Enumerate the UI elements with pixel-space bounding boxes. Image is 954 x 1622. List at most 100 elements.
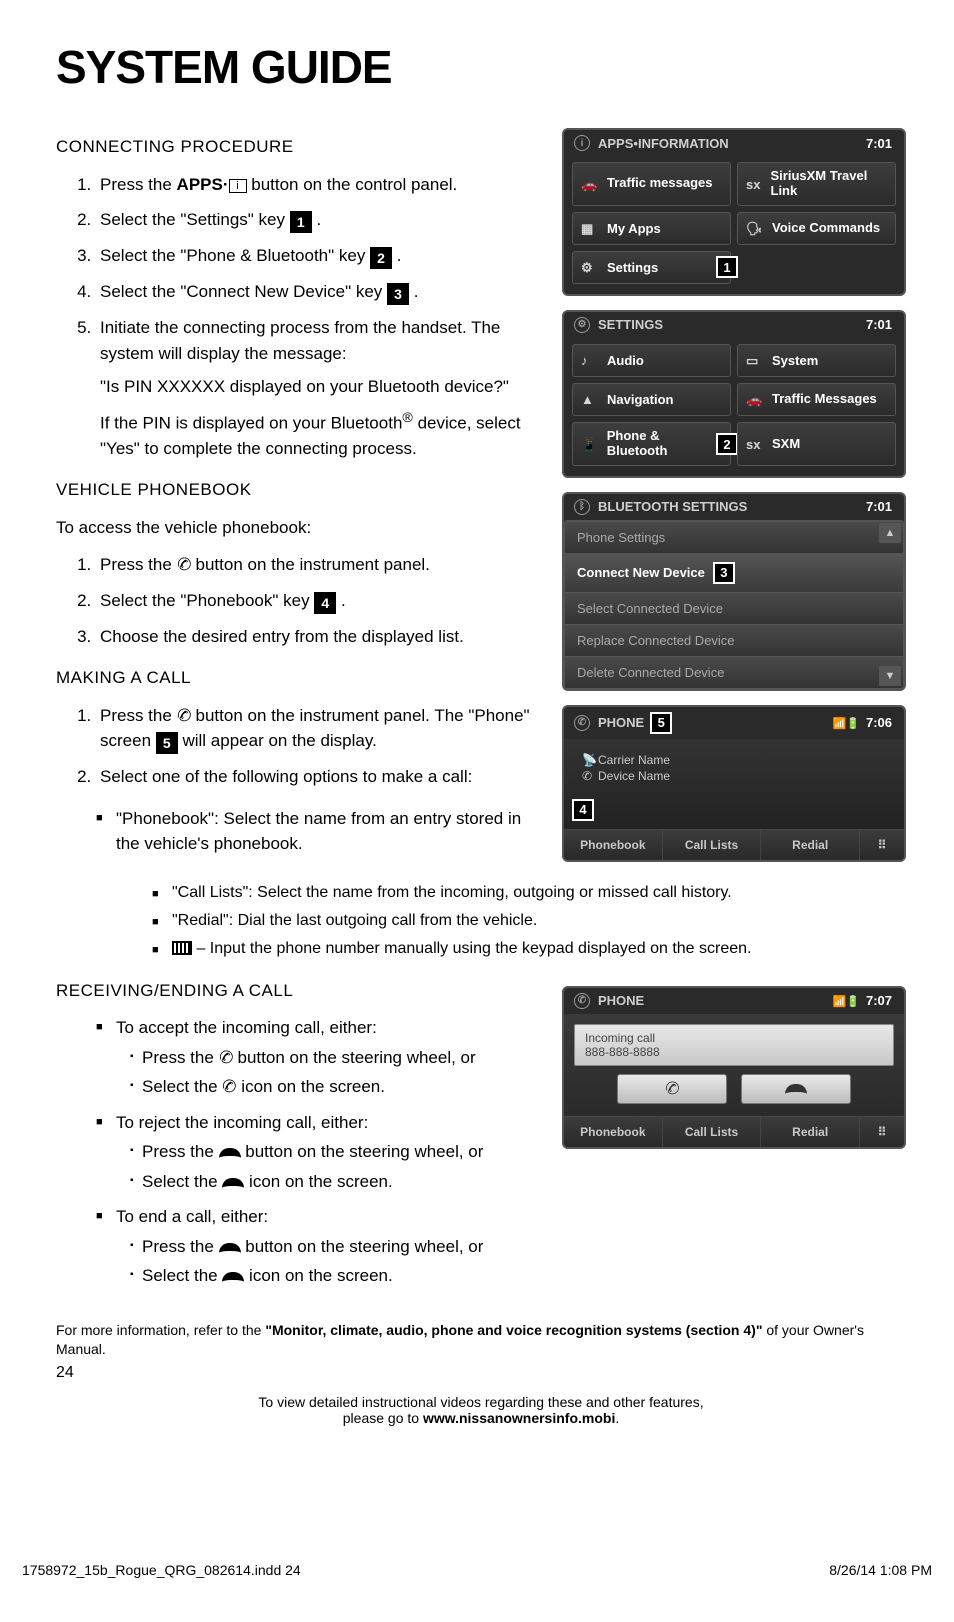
phonebook-button[interactable]: Phonebook bbox=[564, 1117, 663, 1147]
hangup-icon bbox=[785, 1084, 807, 1094]
tile-traffic[interactable]: 🚗Traffic messages bbox=[572, 162, 731, 206]
apps-label: APPS· bbox=[177, 175, 229, 194]
tile-sxm[interactable]: sxSXM bbox=[737, 422, 896, 466]
incoming-label: Incoming call bbox=[585, 1031, 883, 1045]
voice-icon: 🗣 bbox=[746, 221, 764, 235]
step-2: Select the "Settings" key 1 . bbox=[96, 207, 540, 233]
tile-siriusxm[interactable]: sxSiriusXM Travel Link bbox=[737, 162, 896, 206]
receiving-heading: RECEIVING/ENDING A CALL bbox=[56, 978, 540, 1004]
document-title: SYSTEM GUIDE bbox=[56, 40, 906, 94]
incoming-header: ✆ PHONE 📶🔋7:07 bbox=[564, 988, 904, 1014]
answer-buttons: ✆ bbox=[570, 1074, 898, 1104]
phonebook-steps: Press the ✆ button on the instrument pan… bbox=[56, 552, 540, 649]
settings-title: SETTINGS bbox=[598, 317, 663, 332]
apps-title: APPS•INFORMATION bbox=[598, 136, 729, 151]
tile-audio[interactable]: ♪Audio bbox=[572, 344, 731, 377]
calllists-button[interactable]: Call Lists bbox=[663, 1117, 762, 1147]
pb-step-2: Select the "Phonebook" key 4 . bbox=[96, 588, 540, 614]
overlay-2: 2 bbox=[716, 433, 738, 455]
tile-nav[interactable]: ▲Navigation bbox=[572, 383, 731, 416]
apps-icon: ▦ bbox=[581, 221, 599, 235]
step-1: Press the APPS·i button on the control p… bbox=[96, 172, 540, 198]
settings-header: ⚙ SETTINGS 7:01 bbox=[564, 312, 904, 338]
redial-button[interactable]: Redial bbox=[761, 1117, 860, 1147]
receiving-bullets: To accept the incoming call, either: Pre… bbox=[56, 1015, 540, 1289]
gear-icon: ⚙ bbox=[574, 317, 590, 333]
decline-button[interactable] bbox=[741, 1074, 851, 1104]
incoming-number: 888-888-8888 bbox=[585, 1045, 883, 1059]
step-5: Initiate the connecting process from the… bbox=[96, 315, 540, 461]
phonebook-heading: VEHICLE PHONEBOOK bbox=[56, 477, 540, 503]
connecting-steps: Press the APPS·i button on the control p… bbox=[56, 172, 540, 462]
keypad-button[interactable]: ⠿ bbox=[860, 1117, 904, 1147]
overlay-3: 3 bbox=[713, 562, 735, 584]
pb-step-3: Choose the desired entry from the displa… bbox=[96, 624, 540, 650]
apps-grid: 🚗Traffic messages sxSiriusXM Travel Link… bbox=[572, 162, 896, 245]
handset-icon: ✆ bbox=[582, 769, 594, 783]
mk-step-2: Select one of the following options to m… bbox=[96, 764, 540, 790]
bt-row-3[interactable]: Replace Connected Device bbox=[565, 624, 903, 656]
overlay-5: 5 bbox=[650, 712, 672, 734]
phonebook-button[interactable]: Phonebook bbox=[564, 830, 663, 860]
bt-row-4[interactable]: Delete Connected Device bbox=[565, 656, 903, 688]
tile-voice[interactable]: 🗣Voice Commands bbox=[737, 212, 896, 245]
footnote: For more information, refer to the "Moni… bbox=[56, 1321, 906, 1360]
pb-step-1: Press the ✆ button on the instrument pan… bbox=[96, 552, 540, 578]
keypad-icon bbox=[172, 941, 192, 955]
antenna-icon: 📡 bbox=[582, 753, 594, 767]
redial-button[interactable]: Redial bbox=[761, 830, 860, 860]
incoming-screenshot: ✆ PHONE 📶🔋7:07 Incoming call 888-888-888… bbox=[562, 986, 906, 1149]
step-5-sub1: "Is PIN XXXXXX displayed on your Bluetoo… bbox=[100, 374, 540, 400]
carrier-row: 📡Carrier Name bbox=[582, 753, 896, 767]
indd-slug: 1758972_15b_Rogue_QRG_082614.indd 24 8/2… bbox=[22, 1562, 932, 1578]
tile-traffic-msg[interactable]: 🚗Traffic Messages bbox=[737, 383, 896, 416]
scroll-up[interactable]: ▲ bbox=[879, 523, 901, 543]
bt-icon: ᛒ bbox=[574, 499, 590, 515]
connecting-heading: CONNECTING PROCEDURE bbox=[56, 134, 540, 160]
bluetooth-screenshot: ᛒ BLUETOOTH SETTINGS 7:01 ▲ Phone Settin… bbox=[562, 492, 906, 691]
phone-title: PHONE bbox=[598, 715, 644, 730]
incoming-title: PHONE bbox=[598, 993, 644, 1008]
right-column: i APPS•INFORMATION 7:01 🚗Traffic message… bbox=[562, 128, 906, 876]
phone-icon: 📱 bbox=[581, 437, 599, 451]
apps-header: i APPS•INFORMATION 7:01 bbox=[564, 130, 904, 156]
keypad-button[interactable]: ⠿ bbox=[860, 830, 904, 860]
gear-icon: ⚙ bbox=[581, 260, 599, 274]
overlay-4: 4 bbox=[572, 799, 594, 821]
hangup-icon bbox=[219, 1243, 241, 1253]
bt-row-1[interactable]: Connect New Device 3 bbox=[565, 553, 903, 592]
callout-5: 5 bbox=[156, 732, 178, 754]
settings-time: 7:01 bbox=[866, 317, 892, 332]
car-icon: 🚗 bbox=[581, 177, 599, 191]
overlay-1: 1 bbox=[716, 256, 738, 278]
tile-settings[interactable]: ⚙Settings 1 bbox=[572, 251, 731, 284]
sxm-icon: sx bbox=[746, 437, 764, 451]
tile-system[interactable]: ▭System bbox=[737, 344, 896, 377]
tile-myapps[interactable]: ▦My Apps bbox=[572, 212, 731, 245]
pickup-icon: ✆ bbox=[663, 1077, 682, 1100]
bt-title: BLUETOOTH SETTINGS bbox=[598, 499, 747, 514]
phone-body: 📡Carrier Name ✆Device Name 4 bbox=[564, 739, 904, 829]
bt-row-0[interactable]: Phone Settings bbox=[565, 521, 903, 553]
answer-button[interactable]: ✆ bbox=[617, 1074, 727, 1104]
apps-time: 7:01 bbox=[866, 136, 892, 151]
note-icon: ♪ bbox=[581, 353, 599, 367]
settings-screenshot: ⚙ SETTINGS 7:01 ♪Audio ▭System ▲Navigati… bbox=[562, 310, 906, 478]
phone-icon: ✆ bbox=[574, 715, 590, 731]
bt-header: ᛒ BLUETOOTH SETTINGS 7:01 bbox=[564, 494, 904, 520]
callout-1: 1 bbox=[290, 211, 312, 233]
settings-grid: ♪Audio ▭System ▲Navigation 🚗Traffic Mess… bbox=[572, 344, 896, 466]
mk-step-1: Press the ✆ button on the instrument pan… bbox=[96, 703, 540, 755]
bt-row-2[interactable]: Select Connected Device bbox=[565, 592, 903, 624]
making-bullets: "Phonebook": Select the name from an ent… bbox=[56, 806, 540, 857]
callout-3: 3 bbox=[387, 283, 409, 305]
page-number: 24 bbox=[56, 1364, 74, 1382]
calllists-button[interactable]: Call Lists bbox=[663, 830, 762, 860]
hangup-icon bbox=[219, 1148, 241, 1158]
left-column: CONNECTING PROCEDURE Press the APPS·i bu… bbox=[56, 128, 540, 876]
tile-phone-bt[interactable]: 📱Phone & Bluetooth 2 bbox=[572, 422, 731, 466]
info-icon: i bbox=[229, 179, 247, 193]
scroll-down[interactable]: ▼ bbox=[879, 666, 901, 686]
hangup-icon bbox=[222, 1272, 244, 1282]
screen-icon: ▭ bbox=[746, 353, 764, 367]
